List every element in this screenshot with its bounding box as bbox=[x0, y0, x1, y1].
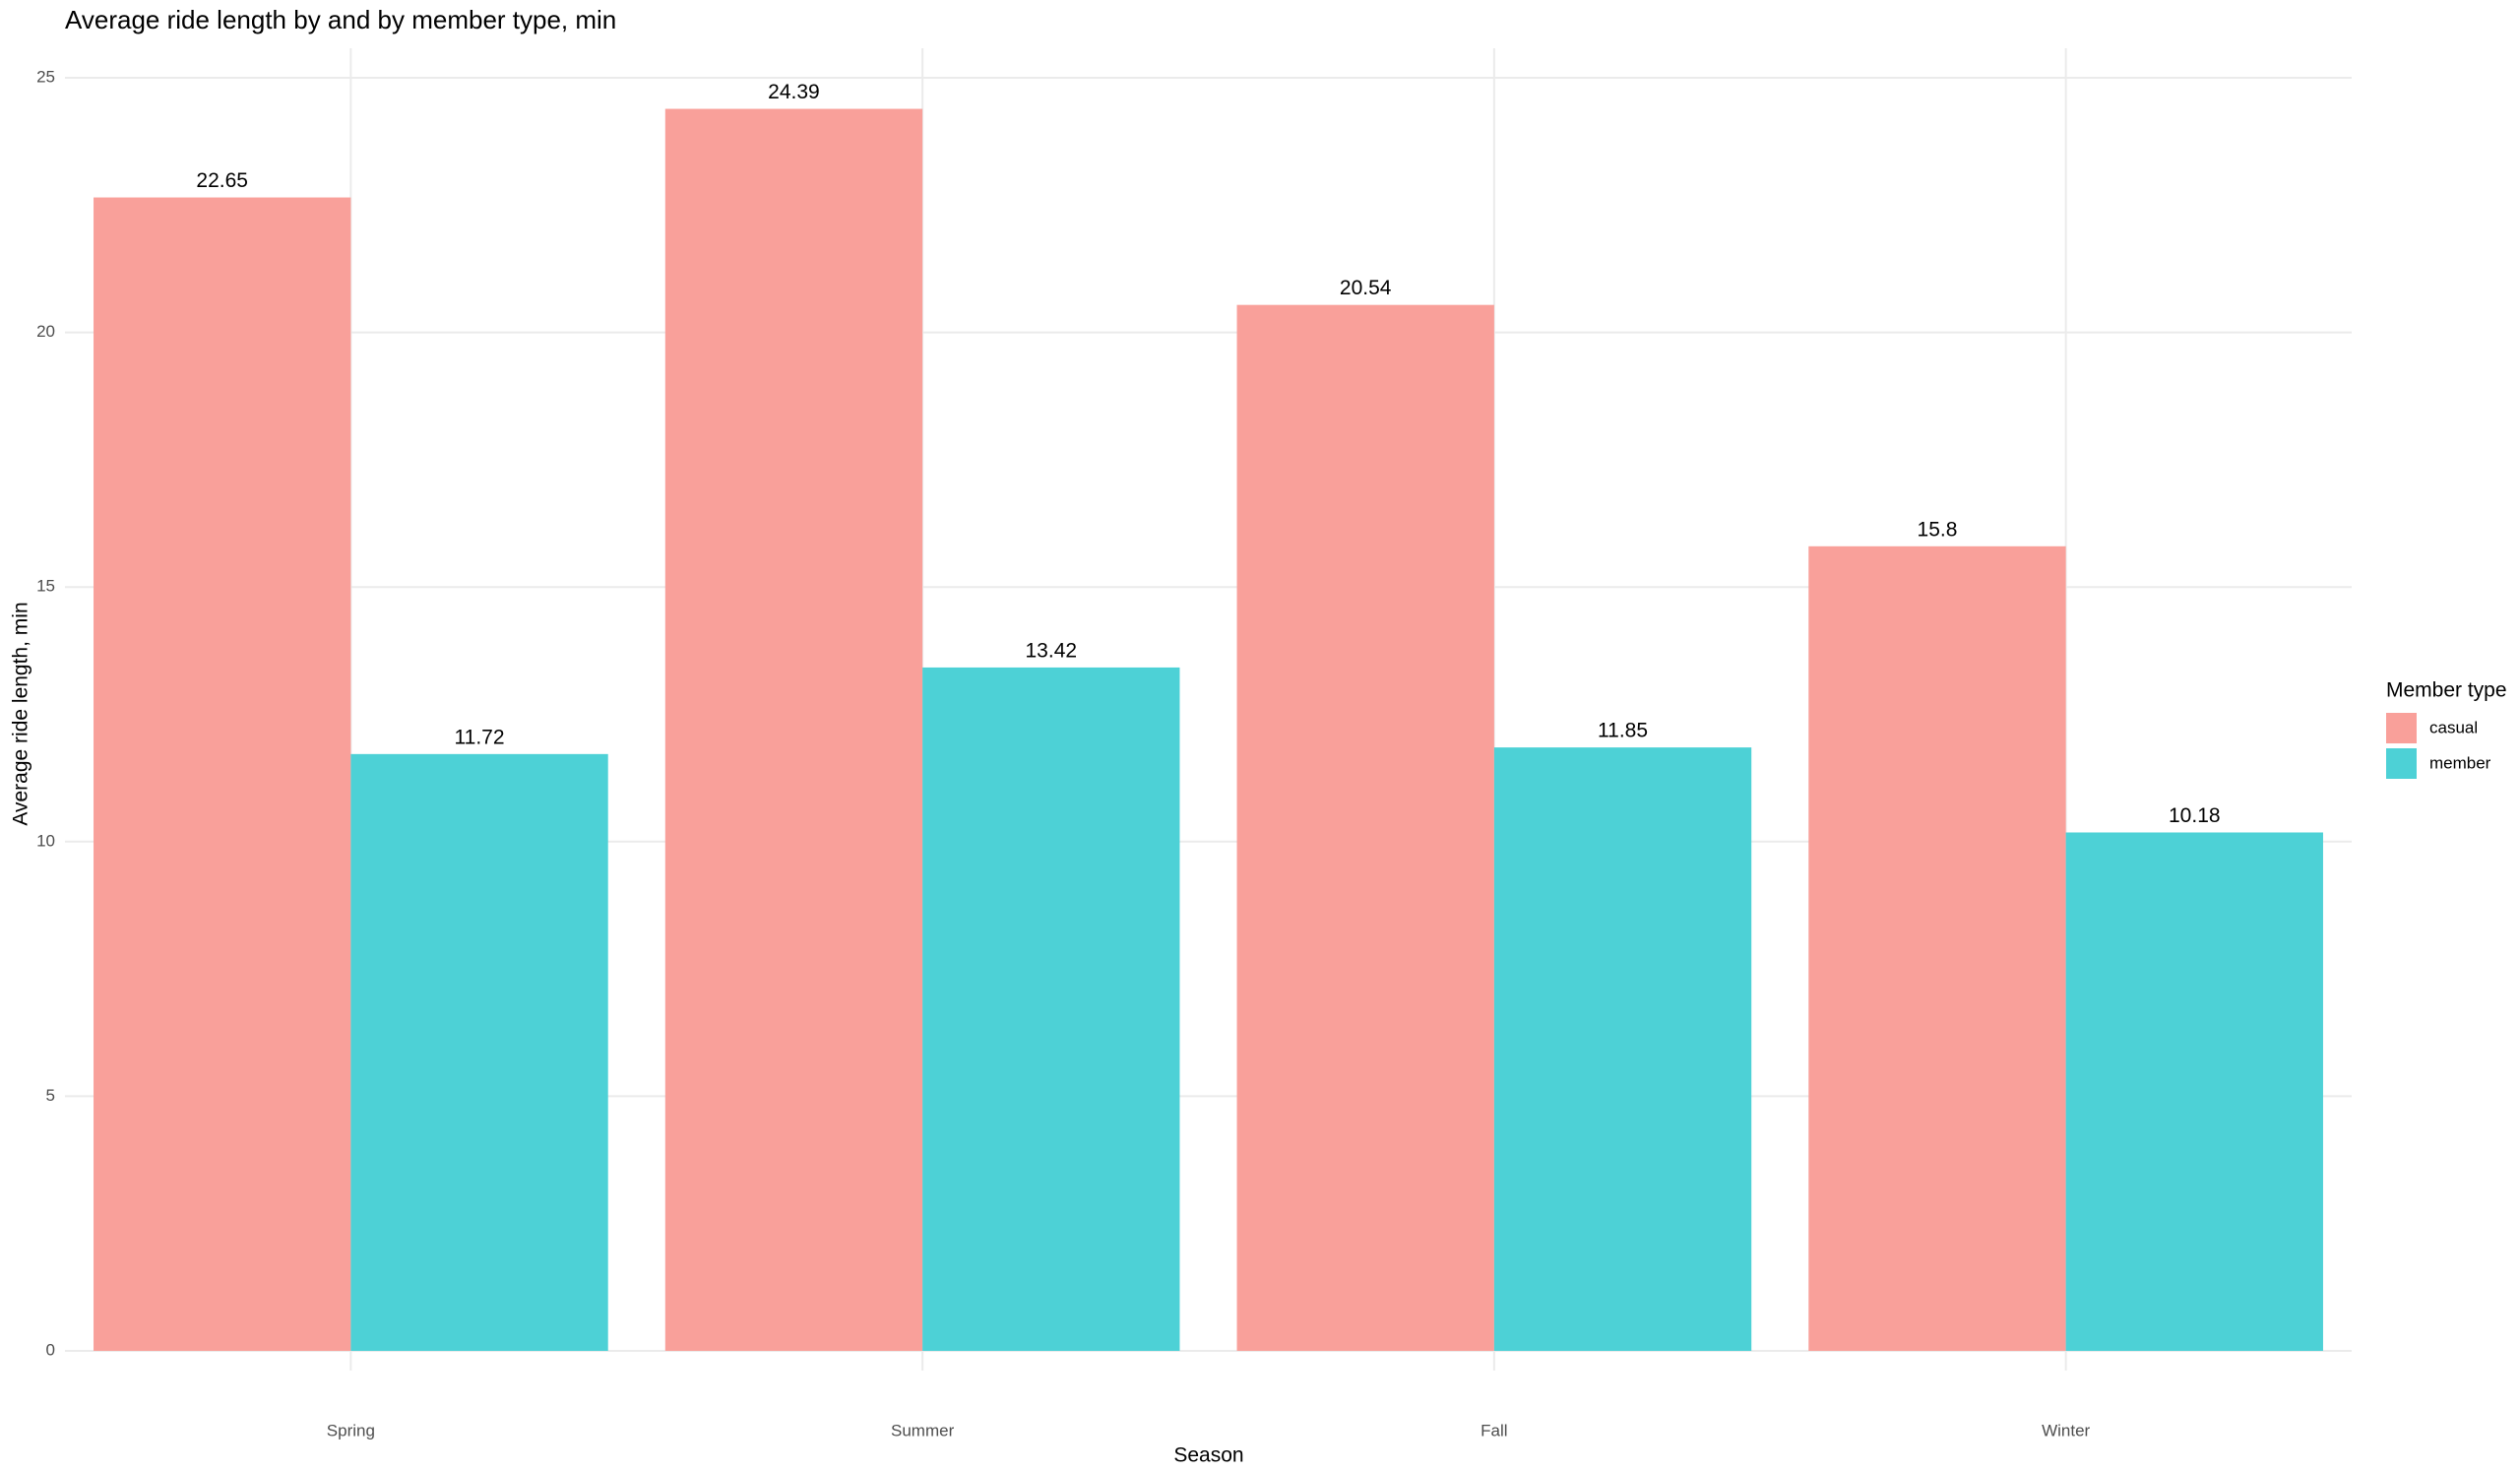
legend-key bbox=[2386, 713, 2417, 743]
y-tick-label: 15 bbox=[36, 577, 55, 596]
value-label: 22.65 bbox=[196, 169, 248, 192]
x-axis-title: Season bbox=[1173, 1444, 1243, 1467]
value-label: 24.39 bbox=[768, 81, 820, 103]
bar bbox=[922, 667, 1180, 1351]
y-tick-label: 5 bbox=[46, 1086, 55, 1105]
bar bbox=[2065, 832, 2323, 1351]
bar bbox=[94, 197, 351, 1352]
legend-label: member bbox=[2429, 753, 2491, 772]
value-label: 15.8 bbox=[1918, 518, 1958, 541]
legend-key bbox=[2386, 748, 2417, 779]
value-label: 11.72 bbox=[455, 726, 505, 748]
y-tick-label: 20 bbox=[36, 322, 55, 341]
value-label: 11.85 bbox=[1598, 720, 1648, 742]
x-tick-label: Fall bbox=[1480, 1421, 1507, 1439]
x-tick-label: Summer bbox=[891, 1421, 955, 1439]
bar bbox=[350, 753, 608, 1351]
value-label: 13.42 bbox=[1026, 639, 1078, 662]
bar bbox=[1493, 747, 1752, 1351]
y-tick-label: 0 bbox=[46, 1340, 55, 1359]
legend-label: casual bbox=[2429, 718, 2478, 736]
chart-title: Average ride length by and by member typ… bbox=[65, 5, 616, 34]
legend-title: Member type bbox=[2386, 679, 2507, 702]
bar bbox=[1236, 304, 1494, 1352]
y-axis-title: Average ride length, min bbox=[10, 602, 32, 825]
bar bbox=[1808, 545, 2066, 1351]
value-label: 10.18 bbox=[2169, 804, 2221, 827]
x-tick-label: Winter bbox=[2042, 1421, 2090, 1439]
bar bbox=[664, 108, 923, 1352]
y-tick-label: 10 bbox=[36, 831, 55, 850]
y-tick-label: 25 bbox=[36, 67, 55, 86]
x-tick-label: Spring bbox=[327, 1421, 375, 1439]
value-label: 20.54 bbox=[1340, 277, 1392, 299]
